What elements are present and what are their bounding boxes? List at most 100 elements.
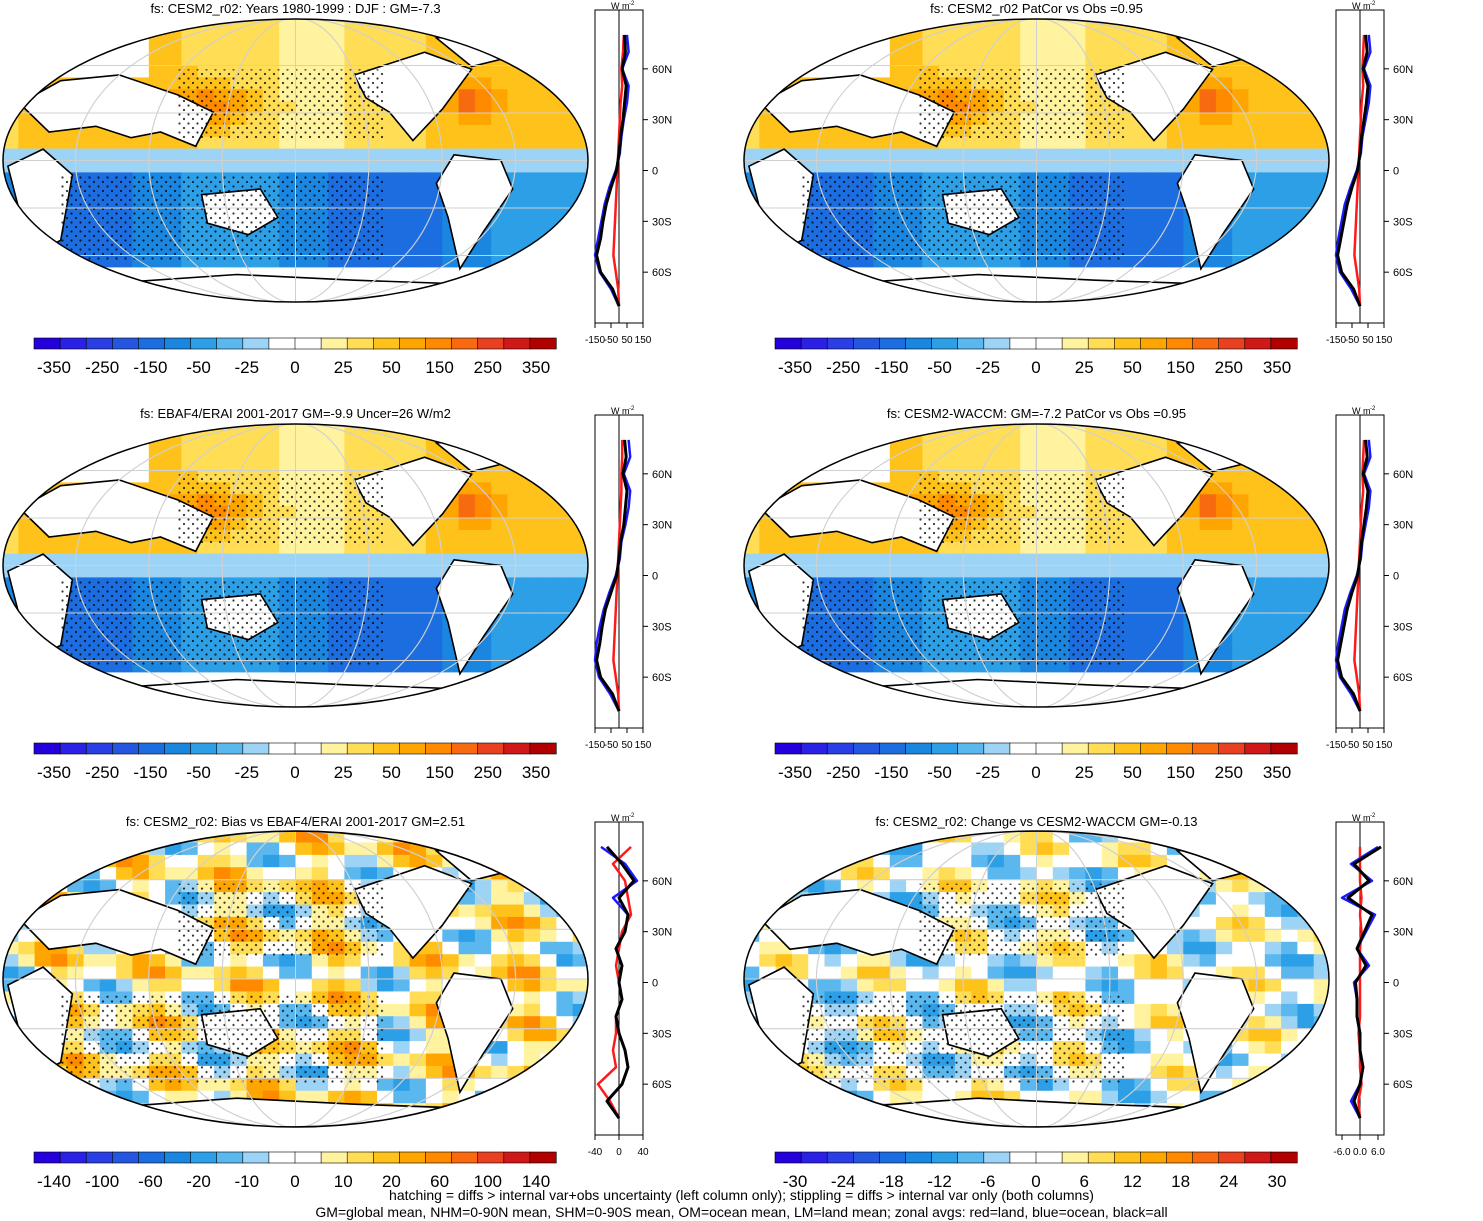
colorbar-label: -50 [927,763,952,782]
zonal-line-all [1336,34,1370,307]
colorbar-swatch [1218,337,1246,350]
colorbar-swatch [451,337,479,350]
colorbar-swatch [853,742,881,755]
colorbar-label: -350 [37,358,71,377]
colorbar-swatch [33,1151,61,1164]
panel-title: fs: CESM2-WACCM: GM=-7.2 PatCor vs Obs =… [886,406,1187,421]
colorbar-swatch [346,337,374,350]
colorbar-swatch [1270,1151,1298,1164]
colorbar-label: -25 [976,358,1001,377]
colorbar-label: -250 [826,358,860,377]
zonal-tick-label: 6.0 [1371,1147,1385,1158]
colorbar-swatch [503,337,531,350]
zonal-mean-plot: 60N 30N 0 30S 60S W m -2 -40 0 40 [588,813,672,1158]
map-border [2,830,589,1128]
zonal-units-exponent: -2 [629,406,635,412]
colorbar-swatch [112,337,140,350]
lat-label: 30N [652,115,672,127]
colorbar-swatch [320,1151,348,1164]
colorbar-swatch [294,1151,322,1164]
lat-label: 0 [1393,978,1399,990]
colorbar-swatch [268,337,296,350]
colorbar-label: 24 [1219,1172,1238,1191]
colorbar-swatch [826,742,854,755]
colorbar-swatch [425,1151,453,1164]
continent-outline [435,972,514,1095]
colorbar-label: -250 [85,763,119,782]
colorbar-swatch [1009,337,1037,350]
footer-line-2: GM=global mean, NHM=0-90N mean, SHM=0-90… [315,1204,1168,1220]
continent-outline [1176,153,1255,271]
zonal-mean-plot: 60N 30N 0 30S 60S W m -2 -150-50 50 150 [1326,1,1413,346]
zonal-tick-label: 150 [635,335,652,346]
map-border [743,423,1330,708]
colorbar-swatch [905,742,933,755]
colorbar-swatch [164,742,192,755]
colorbar-swatch [800,742,828,755]
map-projection [2,423,589,708]
colorbar-swatch [853,337,881,350]
colorbar-label: -50 [186,358,211,377]
colorbar-label: 250 [1215,763,1243,782]
colorbar-label: 50 [1123,358,1142,377]
colorbar-label: -150 [874,763,908,782]
colorbar-swatch [1218,1151,1246,1164]
lat-label: 60S [1393,672,1413,684]
zonal-units: W m [611,1,630,11]
colorbar-label: 25 [334,763,353,782]
lat-label: 60S [652,1079,672,1091]
colorbar-swatch [1035,742,1063,755]
colorbar-swatch [372,742,400,755]
lat-label: 30N [1393,520,1413,532]
panel-title: fs: CESM2_r02: Bias vs EBAF4/ERAI 2001-2… [125,814,466,829]
lat-label: 30N [652,520,672,532]
colorbar-swatch [242,1151,270,1164]
zonal-tick-label: 50 [1362,740,1374,751]
colorbar-swatch [800,1151,828,1164]
colorbar-label: 350 [1263,763,1291,782]
colorbar: -350 -250 -150 -50 -25 0 25 50 150 250 350 [774,742,1298,782]
colorbar-swatch [399,1151,427,1164]
colorbar-swatch [268,742,296,755]
colorbar-swatch [503,1151,531,1164]
panel-bias-vs-ebaf4: fs: CESM2_r02: Bias vs EBAF4/ERAI 2001-2… [0,812,741,1192]
map-projection [743,18,1330,303]
zonal-tick-label: 50 [621,335,633,346]
panel-cesm2-waccm: fs: CESM2-WACCM: GM=-7.2 PatCor vs Obs =… [741,405,1483,795]
colorbar-swatch [774,337,802,350]
colorbar-swatch [826,337,854,350]
lat-label: 60S [1393,1079,1413,1091]
footer-line-1: hatching = diffs > internal var+obs unce… [389,1187,1094,1203]
zonal-units-exponent: -2 [629,1,635,7]
map-border [2,18,589,303]
map-projection [743,830,1330,1128]
colorbar-swatch [1218,742,1246,755]
colorbar-swatch [138,337,166,350]
colorbar-swatch [1192,337,1220,350]
continent-outline [759,479,956,553]
colorbar-swatch [1009,1151,1037,1164]
colorbar-swatch [1113,742,1141,755]
colorbar-label: 25 [1075,763,1094,782]
colorbar-swatch [983,1151,1011,1164]
zonal-tick-label: -150 [1326,335,1346,346]
colorbar-swatch [33,742,61,755]
colorbar-swatch [399,742,427,755]
colorbar-label: 10 [334,1172,353,1191]
lat-label: 60N [1393,876,1413,888]
colorbar-swatch [138,1151,166,1164]
lat-label: 60S [652,672,672,684]
colorbar-label: -25 [235,763,260,782]
colorbar-swatch [1244,1151,1272,1164]
colorbar-label: 0 [290,1172,299,1191]
colorbar-label: -350 [778,358,812,377]
map-projection [2,18,589,303]
colorbar-swatch [85,337,113,350]
colorbar-swatch [879,337,907,350]
lat-label: 30N [1393,927,1413,939]
colorbar-swatch [242,742,270,755]
lat-label: 0 [652,978,658,990]
zonal-units: W m [1352,1,1371,11]
colorbar-swatch [399,337,427,350]
colorbar-swatch [774,1151,802,1164]
